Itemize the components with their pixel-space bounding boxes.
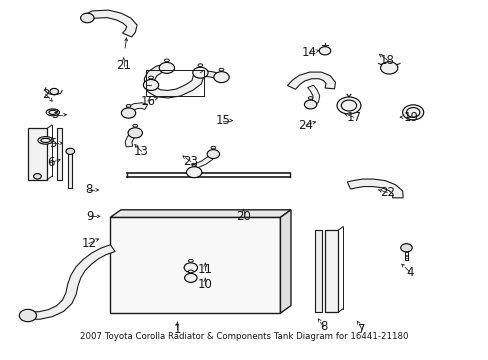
Ellipse shape — [210, 146, 215, 149]
Ellipse shape — [164, 59, 169, 62]
Ellipse shape — [198, 64, 203, 67]
Text: 16: 16 — [140, 95, 155, 108]
Circle shape — [184, 274, 197, 282]
Circle shape — [19, 309, 37, 322]
Circle shape — [207, 150, 219, 158]
Ellipse shape — [126, 104, 131, 107]
Circle shape — [66, 148, 75, 154]
Circle shape — [192, 67, 208, 78]
Text: 11: 11 — [197, 263, 212, 276]
Text: 8: 8 — [319, 320, 326, 333]
Polygon shape — [307, 85, 319, 106]
Text: 10: 10 — [197, 278, 212, 291]
Ellipse shape — [46, 109, 60, 116]
Bar — [315, 230, 322, 312]
Circle shape — [380, 62, 397, 74]
Polygon shape — [85, 10, 137, 37]
Polygon shape — [199, 70, 223, 80]
Polygon shape — [144, 64, 203, 98]
Text: 12: 12 — [81, 237, 96, 250]
Circle shape — [184, 263, 197, 273]
Circle shape — [400, 244, 411, 252]
Text: 20: 20 — [236, 210, 250, 223]
Text: 5: 5 — [49, 137, 57, 150]
Text: 19: 19 — [403, 111, 418, 123]
Ellipse shape — [148, 76, 153, 79]
Circle shape — [319, 47, 330, 55]
Text: 3: 3 — [51, 108, 59, 121]
Polygon shape — [123, 103, 147, 114]
Polygon shape — [194, 153, 216, 168]
Ellipse shape — [188, 260, 193, 262]
Circle shape — [50, 89, 59, 95]
Polygon shape — [30, 245, 115, 319]
Ellipse shape — [307, 96, 312, 99]
Text: 2: 2 — [42, 88, 49, 101]
Text: 23: 23 — [183, 155, 198, 168]
Circle shape — [128, 128, 142, 138]
Text: 24: 24 — [298, 118, 313, 131]
Circle shape — [34, 174, 41, 179]
Circle shape — [213, 72, 229, 82]
Ellipse shape — [133, 124, 137, 127]
Polygon shape — [125, 133, 136, 147]
Text: 15: 15 — [215, 114, 230, 127]
Circle shape — [81, 13, 94, 23]
Polygon shape — [280, 210, 290, 313]
Text: 22: 22 — [379, 186, 394, 199]
Bar — [146, 70, 203, 96]
Polygon shape — [346, 179, 402, 198]
Bar — [28, 129, 47, 180]
Circle shape — [121, 108, 136, 118]
Text: 14: 14 — [301, 46, 316, 59]
Bar — [57, 129, 62, 180]
Text: 13: 13 — [134, 145, 149, 158]
Text: 17: 17 — [346, 111, 361, 123]
Circle shape — [186, 167, 202, 178]
Text: 1: 1 — [173, 323, 181, 336]
Bar — [68, 152, 72, 188]
Text: 4: 4 — [405, 266, 413, 279]
Polygon shape — [287, 72, 335, 89]
Ellipse shape — [191, 163, 196, 166]
Circle shape — [159, 62, 174, 73]
Circle shape — [143, 80, 159, 90]
Ellipse shape — [402, 105, 423, 120]
Ellipse shape — [219, 68, 224, 71]
Text: 18: 18 — [379, 54, 394, 67]
Text: 21: 21 — [116, 59, 131, 72]
Text: 7: 7 — [357, 323, 365, 336]
Bar — [110, 217, 280, 313]
Text: 9: 9 — [86, 210, 94, 223]
Circle shape — [336, 97, 360, 114]
Ellipse shape — [38, 137, 53, 144]
Text: 6: 6 — [46, 156, 54, 169]
Text: 2007 Toyota Corolla Radiator & Components Tank Diagram for 16441-21180: 2007 Toyota Corolla Radiator & Component… — [80, 333, 408, 342]
Ellipse shape — [188, 270, 193, 273]
Circle shape — [304, 100, 316, 109]
Polygon shape — [110, 210, 290, 217]
Text: 8: 8 — [85, 184, 92, 197]
Bar — [325, 230, 338, 312]
